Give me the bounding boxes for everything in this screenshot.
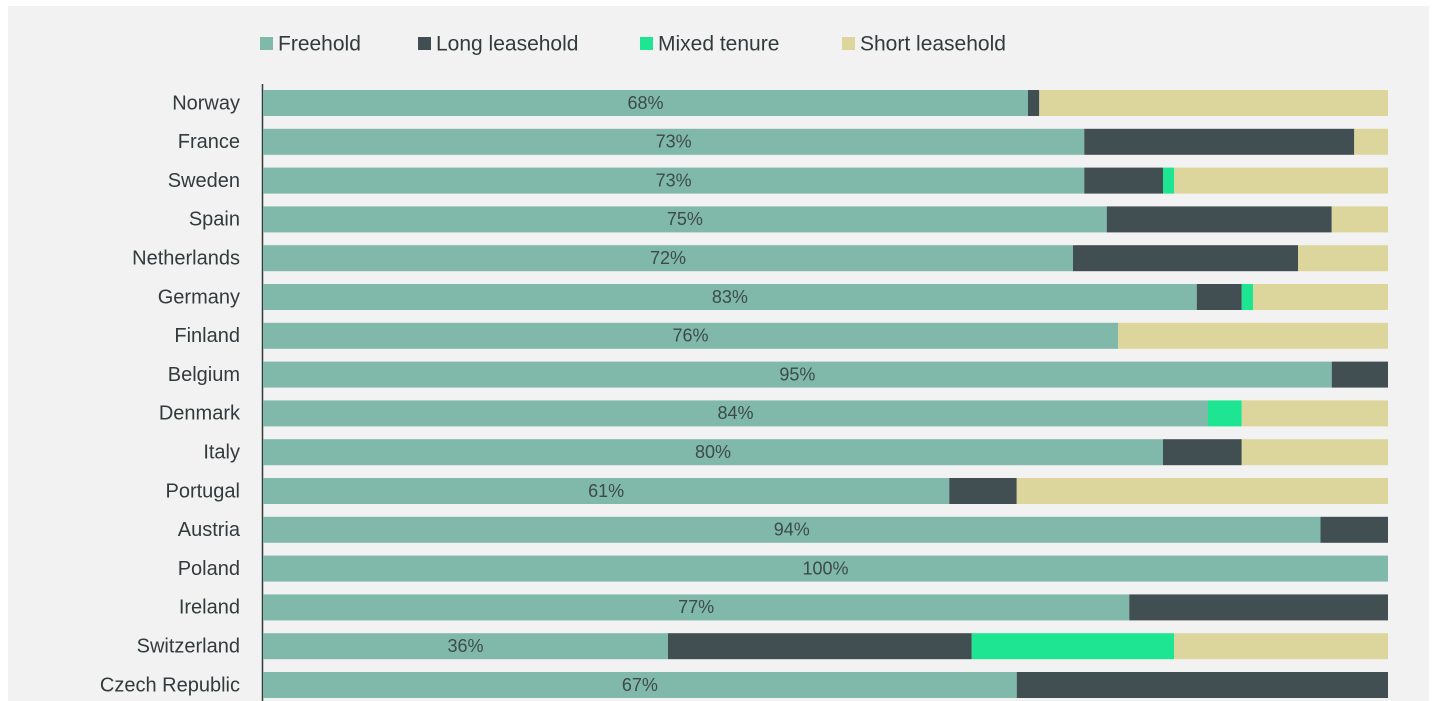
legend-label: Mixed tenure [658, 33, 779, 56]
bar-segment [263, 672, 1017, 698]
bar-segment [263, 90, 1028, 116]
category-label: Italy [203, 441, 240, 463]
bar-segment [263, 284, 1197, 310]
value-label: 83% [712, 287, 748, 307]
category-label: Switzerland [137, 635, 240, 657]
bar-segment [263, 633, 668, 660]
bar-segment [1298, 245, 1388, 272]
bar-segment [1241, 439, 1388, 466]
category-label: Finland [174, 325, 240, 347]
legend-swatch [418, 37, 431, 50]
bar-segment [668, 633, 972, 660]
value-label: 84% [717, 403, 753, 423]
bar-segment [1208, 400, 1242, 427]
bar-segment [1354, 128, 1388, 155]
bar-segment [263, 322, 1118, 349]
bar-segment [971, 633, 1175, 660]
legend-label: Freehold [278, 33, 361, 56]
category-label: Portugal [166, 480, 241, 502]
category-label: Czech Republic [100, 674, 240, 696]
bar-segment [1016, 478, 1388, 504]
bar-segment [263, 439, 1163, 466]
value-label: 61% [588, 481, 624, 501]
category-label: Poland [178, 558, 240, 580]
legend-label: Long leasehold [436, 33, 578, 56]
bar-segment [263, 555, 1388, 582]
bar-segment [1084, 167, 1163, 194]
legend-label: Short leasehold [860, 33, 1006, 56]
category-label: Ireland [179, 597, 240, 619]
legend-swatch [260, 37, 273, 50]
value-label: 95% [779, 364, 815, 384]
bar-segment [1163, 439, 1242, 466]
value-label: 75% [667, 209, 703, 229]
bar-segment [1241, 400, 1388, 427]
category-label: Sweden [168, 170, 240, 192]
category-label: Netherlands [132, 247, 240, 269]
category-label: Belgium [168, 364, 240, 386]
bar-segment [1118, 322, 1388, 349]
bar-segment [263, 167, 1085, 194]
bar-segment [1084, 128, 1355, 155]
value-label: 73% [656, 170, 692, 190]
legend-swatch [640, 37, 653, 50]
value-label: 72% [650, 248, 686, 268]
value-label: 68% [627, 93, 663, 113]
bar-segment [1320, 516, 1388, 543]
bar-segment [1174, 167, 1388, 194]
category-label: Norway [172, 92, 240, 114]
bar-segment [1196, 284, 1242, 310]
bar-segment [263, 361, 1332, 388]
category-label: France [178, 131, 240, 153]
value-label: 73% [656, 132, 692, 152]
category-label: Austria [178, 519, 241, 541]
bar-segment [1073, 245, 1298, 272]
bar-segment [1106, 206, 1332, 233]
bar-segment [1028, 90, 1040, 116]
bar-segment [263, 128, 1085, 155]
bar-segment [1129, 594, 1388, 621]
category-label: Germany [158, 286, 240, 308]
value-label: 36% [447, 636, 483, 656]
value-label: 67% [622, 675, 658, 695]
bar-segment [263, 206, 1107, 233]
value-label: 76% [672, 326, 708, 346]
plot-background [8, 6, 1429, 701]
bar-segment [1039, 90, 1388, 116]
bar-segment [1241, 284, 1253, 310]
bar-segment [1331, 361, 1388, 388]
bar-segment [1331, 206, 1388, 233]
value-label: 77% [678, 597, 714, 617]
value-label: 100% [802, 558, 848, 578]
category-label: Denmark [159, 403, 241, 425]
bar-segment [263, 516, 1321, 543]
bar-segment [263, 594, 1130, 621]
bar-segment [263, 400, 1208, 427]
value-label: 80% [695, 442, 731, 462]
bar-segment [263, 245, 1073, 272]
bar-segment [1163, 167, 1175, 194]
bar-segment [1253, 284, 1388, 310]
bar-segment [1016, 672, 1388, 698]
value-label: 94% [774, 520, 810, 540]
bar-segment [1174, 633, 1388, 660]
category-label: Spain [189, 209, 240, 231]
bar-segment [263, 478, 950, 504]
legend-swatch [842, 37, 855, 50]
bar-segment [949, 478, 1017, 504]
